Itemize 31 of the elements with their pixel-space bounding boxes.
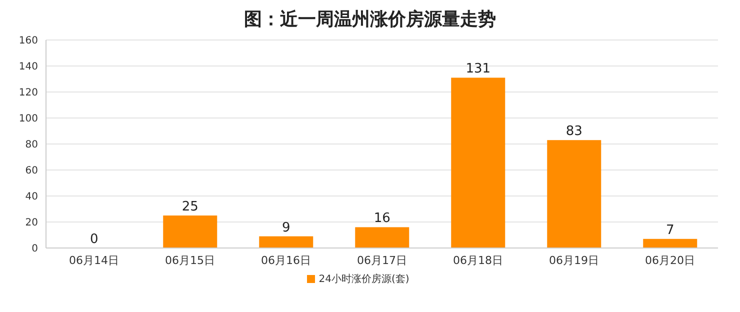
x-tick-label: 06月17日 — [357, 254, 407, 267]
x-tick-label: 06月14日 — [69, 254, 119, 267]
x-tick-label: 06月16日 — [261, 254, 311, 267]
y-tick-label: 160 — [18, 36, 38, 47]
data-label: 0 — [90, 232, 98, 247]
bar — [547, 140, 602, 248]
data-label: 9 — [282, 220, 290, 236]
y-tick-label: 40 — [25, 192, 38, 203]
data-label: 83 — [566, 124, 582, 140]
y-tick-label: 80 — [25, 140, 38, 151]
bar — [259, 236, 314, 248]
data-label: 16 — [374, 211, 390, 226]
bar — [163, 216, 218, 248]
y-tick-label: 120 — [18, 88, 38, 99]
x-tick-label: 06月18日 — [453, 254, 503, 267]
x-tick-label: 06月15日 — [165, 254, 215, 267]
y-tick-label: 140 — [18, 62, 38, 73]
data-label: 131 — [466, 62, 491, 77]
bar — [355, 227, 410, 248]
data-label: 7 — [666, 222, 674, 238]
data-label: 25 — [182, 200, 198, 214]
y-tick-label: 20 — [25, 218, 38, 229]
x-tick-label: 06月20日 — [645, 254, 695, 267]
y-tick-label: 0 — [32, 244, 38, 255]
bar — [451, 78, 506, 248]
x-tick-label: 06月19日 — [549, 254, 599, 267]
y-tick-label: 100 — [18, 114, 38, 125]
bar — [643, 238, 698, 248]
chart-title: 图：近一周温州涨价房源量走势 — [243, 8, 497, 32]
legend-label: 24小时涨价房源(套) — [318, 274, 410, 285]
y-tick-label: 60 — [25, 166, 38, 177]
